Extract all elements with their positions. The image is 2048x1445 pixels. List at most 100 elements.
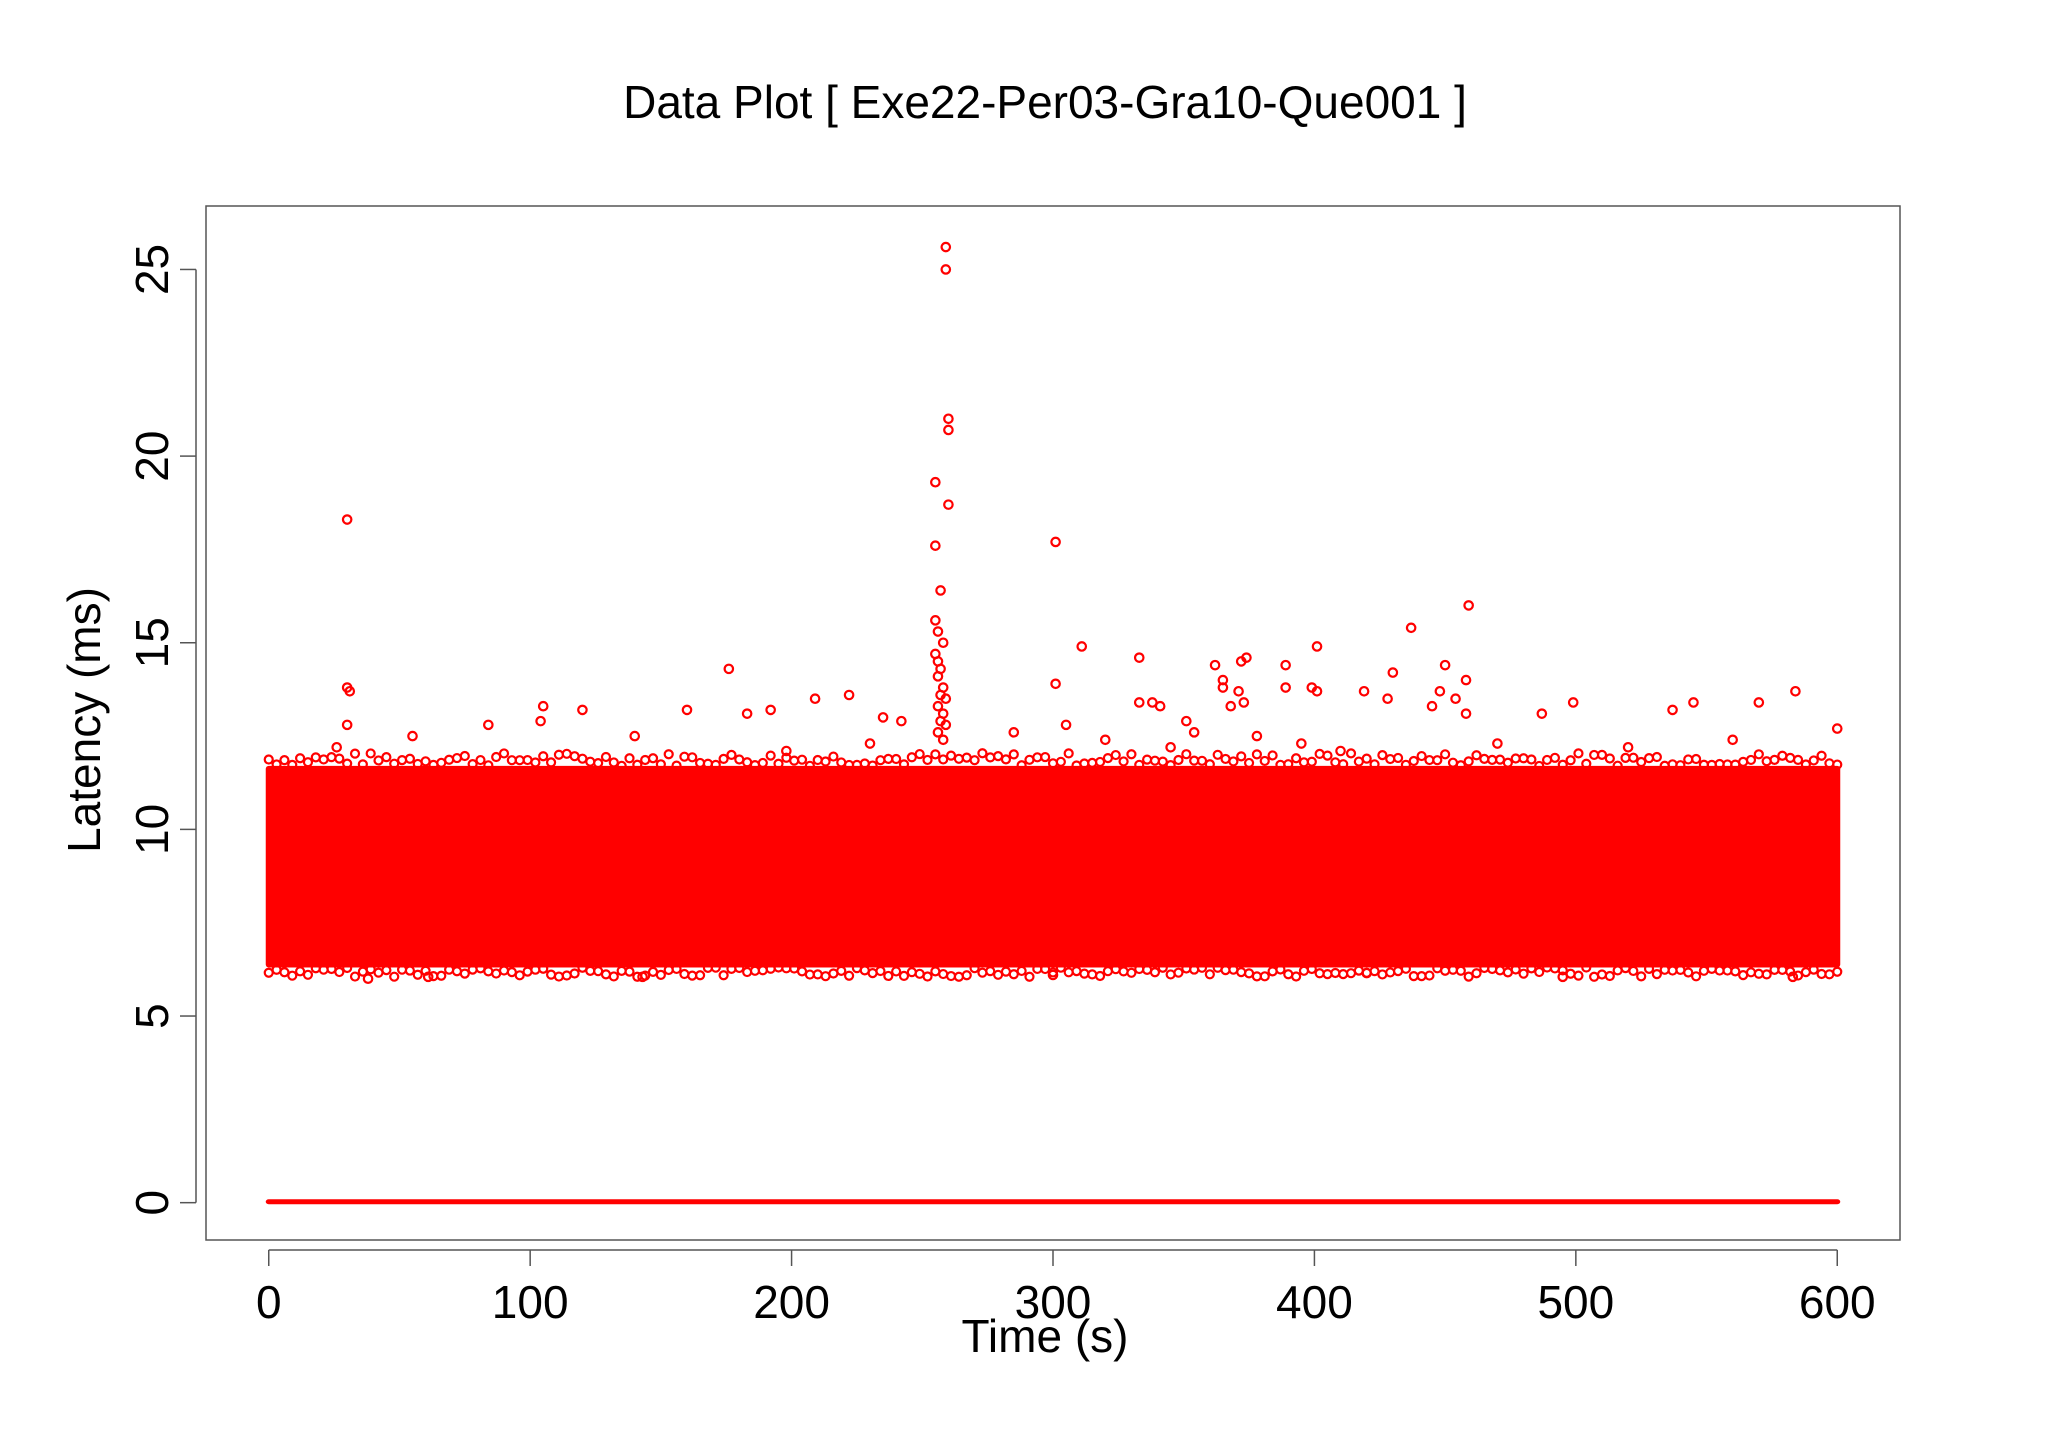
data-point: [1549, 752, 1561, 763]
data-point: [1581, 758, 1592, 769]
data-point: [1651, 751, 1662, 763]
data-point: [1212, 749, 1223, 760]
data-point: [1157, 756, 1168, 767]
data-point: [1209, 659, 1221, 671]
data-point: [365, 748, 376, 759]
data-point: [1060, 719, 1072, 731]
data-point: [1792, 754, 1804, 766]
data-point: [1382, 693, 1393, 705]
data-point: [1526, 754, 1537, 765]
data-point: [1306, 963, 1317, 975]
data-point: [687, 752, 698, 763]
data-point: [1832, 966, 1843, 977]
data-point: [1134, 759, 1145, 770]
data-point: [891, 966, 902, 977]
data-point: [1298, 965, 1310, 976]
data-point: [1296, 738, 1307, 749]
data-point: [295, 753, 306, 764]
data-point: [940, 719, 952, 731]
data-point: [1149, 755, 1161, 766]
data-point: [422, 971, 434, 983]
data-point: [647, 753, 659, 764]
data-point: [1408, 755, 1419, 767]
data-point: [820, 756, 831, 767]
chart-title: Data Plot [ Exe22-Per03-Gra10-Que001 ]: [623, 76, 1467, 128]
data-point: [1628, 752, 1639, 763]
data-point: [1761, 756, 1772, 767]
data-point: [1479, 753, 1490, 764]
data-point: [843, 689, 855, 701]
data-point: [1463, 756, 1474, 767]
data-point: [1225, 700, 1237, 712]
data-point: [1463, 971, 1474, 982]
data-point: [804, 760, 815, 771]
data-point: [389, 971, 400, 982]
data-point: [773, 758, 784, 769]
data-point: [1236, 751, 1247, 762]
data-point: [1526, 963, 1537, 974]
data-point: [341, 514, 353, 525]
data-point: [1361, 967, 1373, 979]
data-point: [1063, 967, 1074, 978]
data-point: [1291, 971, 1302, 982]
data-point: [1604, 753, 1615, 764]
data-point: [765, 750, 776, 761]
data-point: [1769, 754, 1780, 765]
data-point: [930, 749, 941, 760]
data-point: [1016, 760, 1027, 771]
data-point: [1094, 970, 1106, 982]
data-point: [1291, 753, 1302, 764]
data-point: [1534, 760, 1545, 772]
data-point: [843, 970, 855, 981]
data-point: [1322, 750, 1333, 761]
data-point: [757, 757, 768, 769]
data-point: [1510, 964, 1521, 975]
x-axis-title: Time (s): [962, 1310, 1129, 1362]
data-point: [694, 757, 706, 769]
data-point: [1322, 969, 1333, 980]
data-point: [326, 752, 337, 763]
data-point: [632, 759, 643, 770]
data-point: [1698, 965, 1710, 976]
data-point: [930, 476, 941, 488]
data-point: [1165, 741, 1176, 753]
data-point: [271, 759, 282, 770]
x-tick-label: 200: [753, 1276, 830, 1328]
data-point: [545, 757, 557, 768]
data-point: [1502, 757, 1513, 768]
data-point: [569, 968, 580, 979]
data-point: [1636, 971, 1647, 982]
data-point: [1377, 750, 1388, 761]
data-point: [1565, 755, 1576, 766]
data-point: [1196, 755, 1208, 766]
data-point: [1283, 759, 1294, 770]
data-point: [640, 754, 651, 766]
data-point: [1800, 759, 1811, 770]
data-point: [1534, 966, 1545, 978]
data-point: [1690, 753, 1702, 765]
data-point: [1622, 741, 1634, 753]
data-point: [629, 730, 641, 742]
data-point: [896, 715, 907, 727]
data-point: [302, 757, 314, 768]
data-point: [1455, 760, 1466, 771]
data-point: [883, 970, 894, 982]
data-point: [1596, 749, 1608, 760]
data-point: [898, 759, 910, 770]
data-point: [381, 965, 392, 976]
data-point: [985, 752, 996, 763]
data-point: [1280, 682, 1291, 693]
data-point: [1387, 667, 1399, 678]
data-point: [940, 693, 952, 705]
data-point: [789, 755, 800, 766]
data-point: [407, 730, 418, 742]
data-point: [1345, 748, 1357, 759]
data-point: [1314, 748, 1325, 760]
data-point: [404, 753, 416, 764]
axes: 0 100 200 300 400 500 600 0 5 10 15 20 25: [126, 205, 1901, 1328]
data-point: [663, 749, 674, 760]
plot-area: [263, 241, 1843, 1205]
data-point: [809, 693, 821, 705]
data-point: [1573, 748, 1584, 759]
data-point: [1330, 967, 1341, 979]
